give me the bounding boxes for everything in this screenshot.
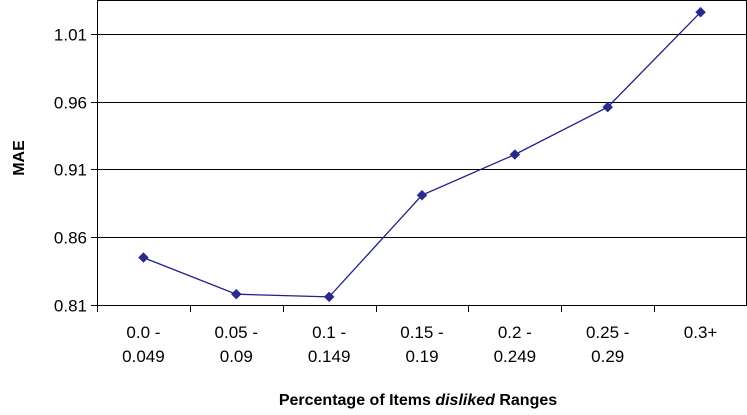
plot-area-border xyxy=(97,0,747,306)
gridlines xyxy=(97,34,747,306)
data-markers xyxy=(138,6,706,303)
x-tick-labels: 0.0 -0.049 0.05 -0.09 0.1 -0.149 0.15 -0.19… xyxy=(122,323,717,366)
data-point-marker xyxy=(138,252,149,263)
x-tick-label: 0.15 -0.19 xyxy=(400,323,443,366)
x-tick-label: 0.25 -0.29 xyxy=(586,323,629,366)
data-point-marker xyxy=(695,6,706,18)
axes xyxy=(91,0,747,312)
data-point-marker xyxy=(416,189,428,201)
x-axis-title-suffix: Ranges xyxy=(495,392,557,409)
data-point-marker xyxy=(323,291,335,303)
y-tick-label: 0.91 xyxy=(54,161,87,180)
x-tick-label: 0.2 -0.249 xyxy=(494,323,537,366)
y-axis-title: MAE xyxy=(11,140,28,176)
x-axis-title-prefix: Percentage of Items xyxy=(279,392,436,409)
y-tick-label: 1.01 xyxy=(54,26,87,45)
x-tick-label: 0.3+ xyxy=(684,323,718,342)
y-tick-labels: 0.81 0.86 0.91 0.96 1.01 xyxy=(54,26,87,316)
data-point-marker xyxy=(509,149,521,160)
data-point-marker xyxy=(602,101,614,113)
x-tick-label: 0.05 -0.09 xyxy=(215,323,258,366)
y-tick-label: 0.96 xyxy=(54,94,87,113)
x-axis-title: Percentage of Items disliked Ranges xyxy=(279,392,557,409)
data-point-marker xyxy=(230,288,242,300)
series-line-path xyxy=(143,11,702,298)
x-tick-label: 0.1 -0.149 xyxy=(308,323,351,366)
x-axis-title-emphasis: disliked xyxy=(435,392,496,409)
series-line xyxy=(143,11,702,298)
y-tick-label: 0.81 xyxy=(54,297,87,316)
x-tick-label: 0.0 -0.049 xyxy=(122,323,165,366)
y-tick-label: 0.86 xyxy=(54,229,87,248)
